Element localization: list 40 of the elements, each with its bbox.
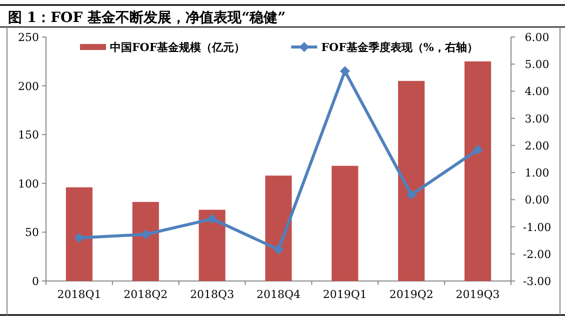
x-tick-label: 2018Q1: [57, 288, 102, 301]
y-tick-label: 150: [18, 128, 39, 142]
chart-title: 图 1：FOF 基金不断发展，净值表现“稳健”: [8, 10, 286, 26]
bar: [398, 80, 425, 281]
y-tick-label: 100: [18, 177, 39, 190]
y-tick-label: 200: [18, 80, 39, 93]
x-tick-label: 2019Q3: [456, 288, 500, 301]
legend-label: 中国FOF基金规模（亿元）: [110, 41, 246, 54]
bar: [464, 61, 492, 281]
y2-tick-label: 5.00: [524, 58, 550, 72]
point: [74, 232, 84, 243]
x-tick-label: 2019Q2: [389, 288, 434, 301]
point: [140, 229, 151, 240]
y2-tick-label: 4.00: [524, 85, 550, 98]
y2-tick-label: 3.00: [524, 112, 550, 126]
y2-tick-label: 0.00: [524, 194, 550, 207]
point: [340, 66, 350, 76]
bar: [265, 176, 292, 281]
legend-label: FOF基金季度表现（%，右轴）: [321, 41, 478, 54]
point: [406, 190, 416, 200]
y2-tick-label: 6.00: [524, 31, 550, 44]
y2-tick-label: -3.00: [522, 275, 552, 288]
y-tick-label: 50: [25, 226, 39, 240]
y-tick-label: 250: [18, 31, 39, 44]
y2-tick-label: -2.00: [522, 248, 552, 261]
point: [274, 244, 284, 255]
y2-tick-label: 2.00: [524, 139, 550, 152]
x-tick-label: 2018Q3: [190, 288, 234, 301]
y2-tick-label: -1.00: [522, 220, 552, 234]
point: [207, 214, 218, 224]
bar: [198, 210, 226, 281]
bar: [132, 202, 159, 281]
y2-tick-label: 1.00: [524, 166, 550, 180]
point: [472, 144, 483, 155]
x-tick-label: 2019Q1: [322, 288, 367, 301]
x-tick-label: 2018Q2: [124, 288, 168, 301]
x-tick-label: 2018Q4: [256, 288, 301, 301]
bar: [332, 166, 358, 281]
bar: [66, 187, 92, 281]
y-tick-label: 0: [32, 275, 39, 288]
